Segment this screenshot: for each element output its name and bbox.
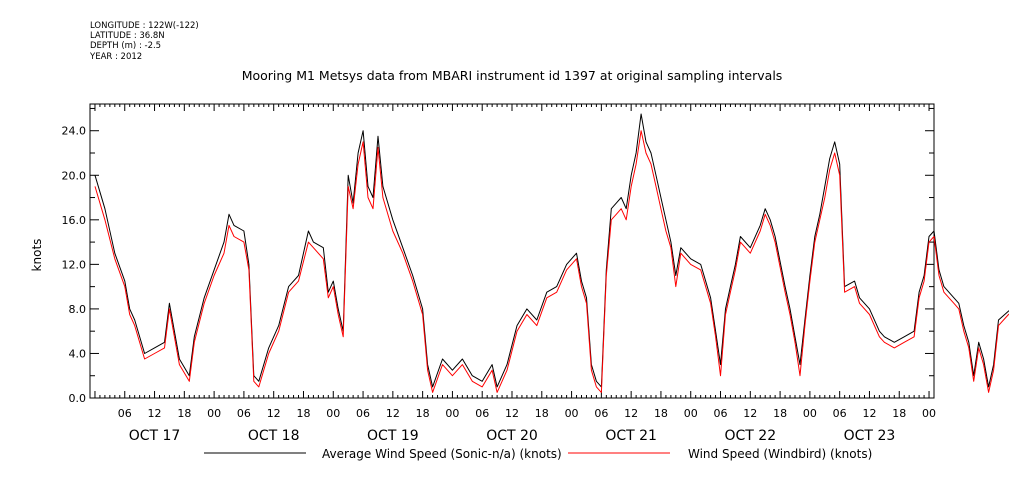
x-hour-tick-label: 06 [118, 407, 132, 420]
x-hour-tick-label: 18 [416, 407, 430, 420]
year-label: YEAR : 2012 [90, 51, 143, 62]
x-hour-tick-label: 18 [654, 407, 668, 420]
series-line-windbird [94, 130, 1009, 393]
y-tick-label: 16.0 [62, 214, 87, 227]
x-day-label: OCT 19 [367, 428, 419, 444]
x-day-labels: OCT 17 OCT 18 OCT 19 OCT 20 OCT 21 OCT 22 OCT … [129, 428, 896, 444]
x-hour-tick-label: 00 [445, 407, 459, 420]
x-day-label: OCT 17 [129, 428, 181, 444]
x-hour-tick-label: 12 [862, 407, 876, 420]
y-axis-label: knots [30, 239, 44, 272]
plot-frame [89, 103, 935, 399]
x-hour-tick-label: 06 [356, 407, 370, 420]
x-hour-tick-label: 12 [267, 407, 281, 420]
x-hour-tick-label: 06 [594, 407, 608, 420]
x-hour-tick-label: 00 [326, 407, 340, 420]
x-hour-tick-label: 12 [624, 407, 638, 420]
x-hour-tick-label: 18 [177, 407, 191, 420]
series-line-sonic [94, 113, 1009, 388]
latitude-label: LATITUDE : 36.8N [90, 31, 165, 42]
y-tick-label: 20.0 [62, 169, 87, 182]
x-day-label: OCT 22 [724, 428, 776, 444]
longitude-label: LONGITUDE : 122W(-122) [90, 21, 199, 31]
y-tick-label: 4.0 [69, 347, 87, 360]
x-hour-tick-label: 00 [922, 407, 936, 420]
metadata-block: LONGITUDE : 122W(-122) LATITUDE : 36.8N … [90, 21, 199, 62]
y-tick-label: 0.0 [69, 392, 87, 405]
x-hour-tick-label: 06 [237, 407, 251, 420]
y-tick-label: 8.0 [69, 303, 87, 316]
x-hour-tick-label: 12 [386, 407, 400, 420]
x-hour-tick-label: 00 [684, 407, 698, 420]
x-hour-tick-label: 12 [148, 407, 162, 420]
x-hour-tick-label: 18 [892, 407, 906, 420]
legend-label-windbird: Wind Speed (Windbird) (knots) [688, 447, 872, 461]
x-hour-tick-label: 18 [535, 407, 549, 420]
y-tick-labels: 0.0 4.0 8.0 12.0 16.0 20.0 24.0 [62, 125, 87, 405]
series-layer [94, 113, 1009, 393]
y-tick-label: 12.0 [62, 258, 87, 271]
chart-title: Mooring M1 Metsys data from MBARI instru… [242, 68, 783, 83]
x-hour-tick-label: 12 [505, 407, 519, 420]
x-hour-tick-label: 06 [833, 407, 847, 420]
x-day-label: OCT 18 [248, 428, 300, 444]
x-day-label: OCT 21 [605, 428, 657, 444]
legend: Average Wind Speed (Sonic-n/a) (knots) W… [204, 447, 872, 461]
x-hour-tick-label: 12 [743, 407, 757, 420]
x-hour-tick-label: 18 [773, 407, 787, 420]
axis-ticks [89, 104, 935, 399]
x-hour-tick-labels: 06 12 18 00 06 12 18 00 06 12 18 00 06 12 18 00 06 12 18 00… [118, 407, 936, 420]
x-hour-tick-label: 00 [565, 407, 579, 420]
x-hour-tick-label: 06 [475, 407, 489, 420]
x-day-label: OCT 23 [844, 428, 896, 444]
x-hour-tick-label: 00 [803, 407, 817, 420]
y-tick-label: 24.0 [62, 125, 87, 138]
x-hour-tick-label: 06 [714, 407, 728, 420]
x-hour-tick-label: 18 [296, 407, 310, 420]
depth-label: DEPTH (m) : -2.5 [90, 41, 162, 52]
legend-label-sonic: Average Wind Speed (Sonic-n/a) (knots) [322, 447, 562, 461]
x-hour-tick-label: 00 [207, 407, 221, 420]
x-day-label: OCT 20 [486, 428, 538, 444]
